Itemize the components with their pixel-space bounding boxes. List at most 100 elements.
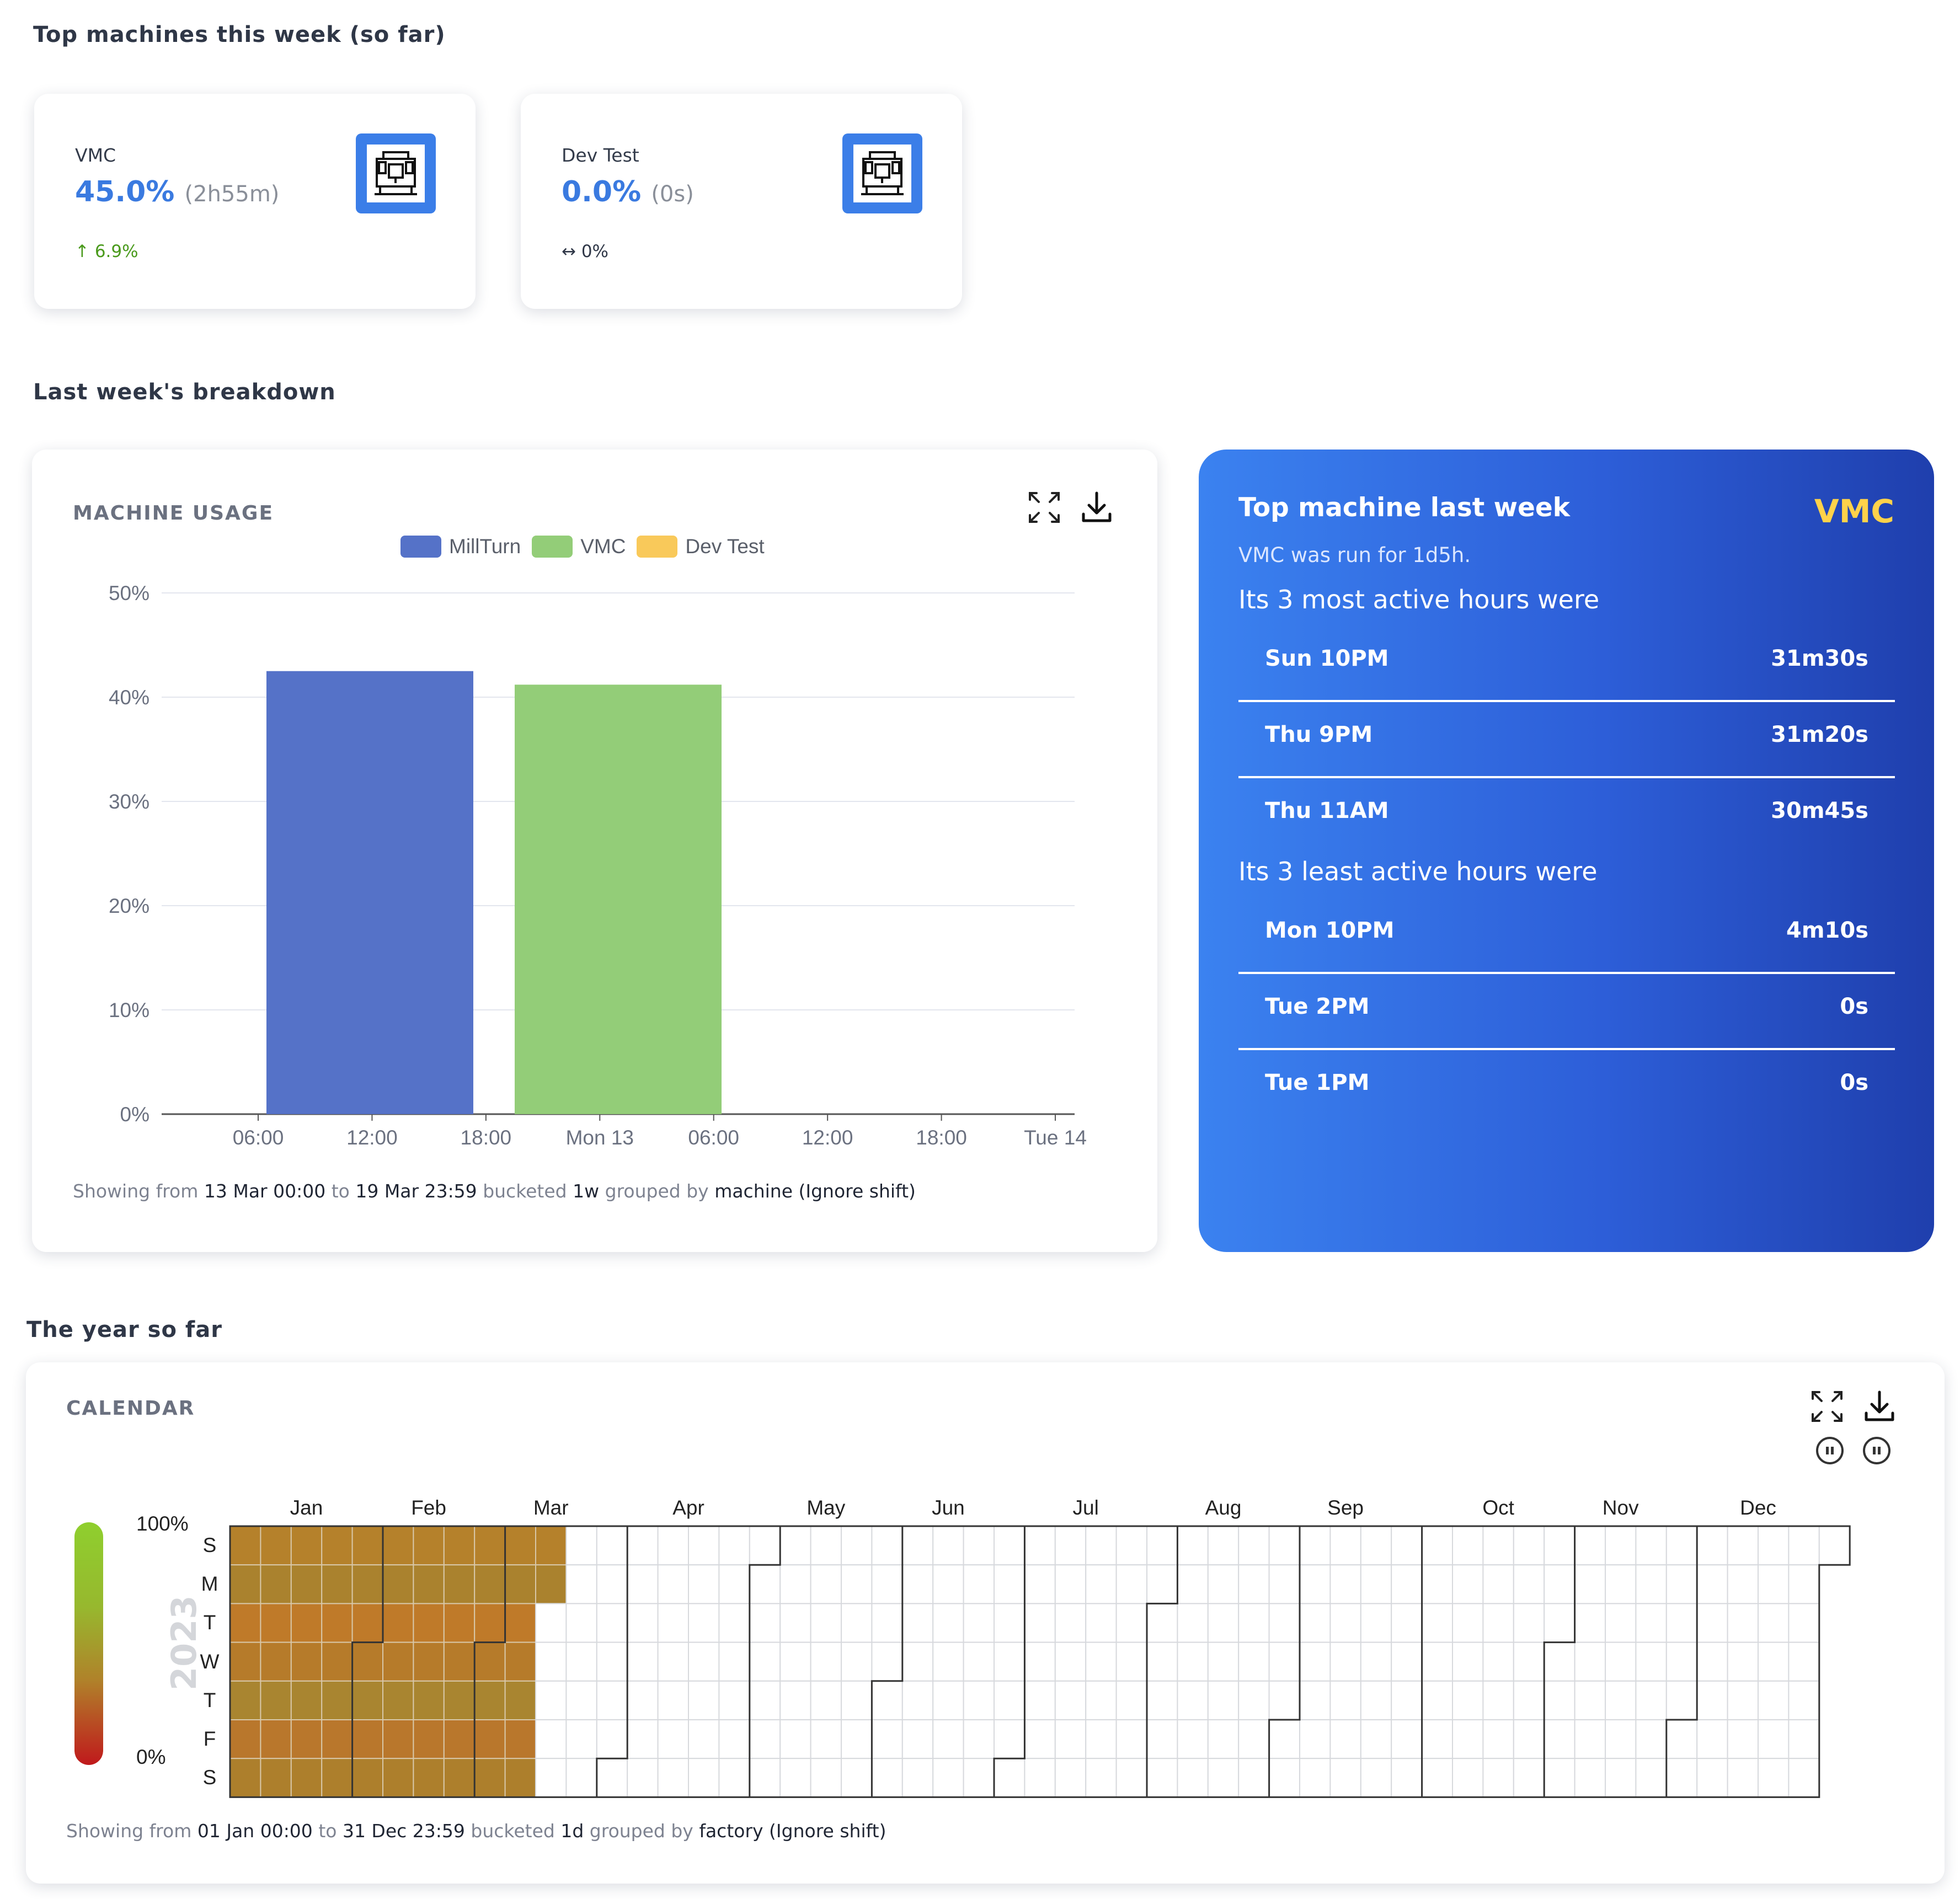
calendar-day-cell[interactable] <box>749 1526 781 1566</box>
calendar-day-cell[interactable] <box>229 1641 261 1682</box>
calendar-day-cell[interactable] <box>1727 1603 1759 1643</box>
calendar-day-cell[interactable] <box>413 1758 445 1798</box>
calendar-day-cell[interactable] <box>321 1680 353 1720</box>
calendar-day-cell[interactable] <box>1299 1680 1331 1720</box>
calendar-day-cell[interactable] <box>1146 1526 1178 1566</box>
calendar-day-cell[interactable] <box>1513 1719 1545 1759</box>
calendar-day-cell[interactable] <box>871 1603 903 1643</box>
calendar-day-cell[interactable] <box>1635 1526 1667 1566</box>
calendar-day-cell[interactable] <box>1146 1603 1178 1643</box>
calendar-day-cell[interactable] <box>1207 1758 1240 1798</box>
calendar-day-cell[interactable] <box>718 1641 750 1682</box>
calendar-day-cell[interactable] <box>1391 1719 1423 1759</box>
calendar-day-cell[interactable] <box>1421 1603 1454 1643</box>
calendar-day-cell[interactable] <box>932 1603 964 1643</box>
calendar-day-cell[interactable] <box>1054 1758 1087 1798</box>
calendar-day-cell[interactable] <box>413 1603 445 1643</box>
calendar-day-cell[interactable] <box>1482 1564 1514 1604</box>
calendar-day-cell[interactable] <box>657 1603 689 1643</box>
calendar-day-cell[interactable] <box>1513 1603 1545 1643</box>
calendar-day-cell[interactable] <box>994 1603 1026 1643</box>
calendar-day-cell[interactable] <box>1391 1526 1423 1566</box>
bar-vmc[interactable] <box>515 684 722 1114</box>
calendar-day-cell[interactable] <box>596 1526 628 1566</box>
calendar-day-cell[interactable] <box>657 1526 689 1566</box>
calendar-day-cell[interactable] <box>1574 1564 1606 1604</box>
calendar-day-cell[interactable] <box>1360 1680 1392 1720</box>
calendar-day-cell[interactable] <box>1085 1680 1117 1720</box>
calendar-day-cell[interactable] <box>749 1641 781 1682</box>
calendar-day-cell[interactable] <box>565 1719 597 1759</box>
calendar-day-cell[interactable] <box>1574 1603 1606 1643</box>
calendar-day-cell[interactable] <box>627 1564 659 1604</box>
calendar-day-cell[interactable] <box>749 1719 781 1759</box>
calendar-day-cell[interactable] <box>504 1641 536 1682</box>
calendar-day-cell[interactable] <box>229 1564 261 1604</box>
calendar-day-cell[interactable] <box>1758 1641 1790 1682</box>
calendar-day-cell[interactable] <box>1788 1641 1820 1682</box>
calendar-day-cell[interactable] <box>1329 1758 1361 1798</box>
calendar-day-cell[interactable] <box>565 1526 597 1566</box>
calendar-day-cell[interactable] <box>810 1680 842 1720</box>
legend-item-vmc[interactable]: VMC <box>532 535 626 558</box>
calendar-day-cell[interactable] <box>351 1526 383 1566</box>
calendar-day-cell[interactable] <box>657 1680 689 1720</box>
calendar-day-cell[interactable] <box>596 1719 628 1759</box>
calendar-day-cell[interactable] <box>1238 1719 1270 1759</box>
calendar-day-cell[interactable] <box>413 1564 445 1604</box>
calendar-day-cell[interactable] <box>1238 1564 1270 1604</box>
calendar-day-cell[interactable] <box>688 1758 720 1798</box>
calendar-day-cell[interactable] <box>1605 1641 1637 1682</box>
calendar-day-cell[interactable] <box>810 1564 842 1604</box>
calendar-day-cell[interactable] <box>718 1758 750 1798</box>
calendar-day-cell[interactable] <box>1544 1719 1576 1759</box>
calendar-day-cell[interactable] <box>535 1603 567 1643</box>
calendar-day-cell[interactable] <box>1758 1719 1790 1759</box>
calendar-day-cell[interactable] <box>779 1641 811 1682</box>
calendar-day-cell[interactable] <box>1268 1641 1301 1682</box>
calendar-day-cell[interactable] <box>688 1680 720 1720</box>
calendar-day-cell[interactable] <box>627 1641 659 1682</box>
calendar-day-cell[interactable] <box>1605 1680 1637 1720</box>
calendar-day-cell[interactable] <box>1788 1564 1820 1604</box>
calendar-day-cell[interactable] <box>688 1603 720 1643</box>
calendar-day-cell[interactable] <box>474 1758 506 1798</box>
calendar-day-cell[interactable] <box>718 1719 750 1759</box>
calendar-day-cell[interactable] <box>1758 1603 1790 1643</box>
calendar-day-cell[interactable] <box>443 1603 476 1643</box>
calendar-day-cell[interactable] <box>963 1564 995 1604</box>
calendar-day-cell[interactable] <box>321 1564 353 1604</box>
calendar-day-cell[interactable] <box>1696 1603 1728 1643</box>
calendar-day-cell[interactable] <box>260 1641 292 1682</box>
calendar-day-cell[interactable] <box>504 1564 536 1604</box>
calendar-day-cell[interactable] <box>535 1719 567 1759</box>
calendar-day-cell[interactable] <box>413 1641 445 1682</box>
calendar-day-cell[interactable] <box>565 1680 597 1720</box>
calendar-day-cell[interactable] <box>688 1526 720 1566</box>
calendar-day-cell[interactable] <box>260 1564 292 1604</box>
calendar-day-cell[interactable] <box>657 1758 689 1798</box>
calendar-day-cell[interactable] <box>1329 1680 1361 1720</box>
calendar-day-cell[interactable] <box>1146 1641 1178 1682</box>
calendar-day-cell[interactable] <box>1513 1641 1545 1682</box>
calendar-day-cell[interactable] <box>382 1680 414 1720</box>
calendar-day-cell[interactable] <box>1177 1564 1209 1604</box>
calendar-day-cell[interactable] <box>1758 1680 1790 1720</box>
calendar-day-cell[interactable] <box>963 1680 995 1720</box>
calendar-day-cell[interactable] <box>718 1680 750 1720</box>
calendar-day-cell[interactable] <box>841 1758 873 1798</box>
calendar-day-cell[interactable] <box>260 1719 292 1759</box>
calendar-day-cell[interactable] <box>474 1680 506 1720</box>
calendar-day-cell[interactable] <box>1207 1719 1240 1759</box>
calendar-day-cell[interactable] <box>321 1758 353 1798</box>
calendar-day-cell[interactable] <box>1482 1680 1514 1720</box>
calendar-day-cell[interactable] <box>1146 1564 1178 1604</box>
calendar-day-cell[interactable] <box>1482 1603 1514 1643</box>
calendar-day-cell[interactable] <box>901 1680 934 1720</box>
calendar-day-cell[interactable] <box>901 1564 934 1604</box>
calendar-day-cell[interactable] <box>1758 1526 1790 1566</box>
calendar-day-cell[interactable] <box>1421 1719 1454 1759</box>
calendar-day-cell[interactable] <box>932 1526 964 1566</box>
calendar-day-cell[interactable] <box>1238 1758 1270 1798</box>
calendar-day-cell[interactable] <box>1665 1526 1698 1566</box>
